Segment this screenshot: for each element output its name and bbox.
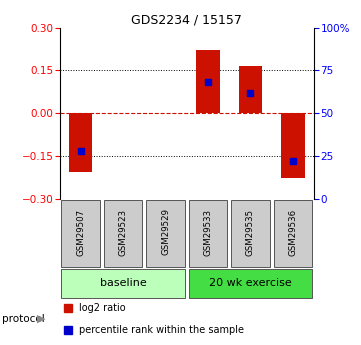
- FancyBboxPatch shape: [231, 200, 270, 267]
- Text: GSM29533: GSM29533: [204, 208, 213, 256]
- Text: GSM29536: GSM29536: [288, 208, 297, 256]
- Text: GSM29535: GSM29535: [246, 208, 255, 256]
- Text: ▶: ▶: [37, 314, 46, 324]
- FancyBboxPatch shape: [61, 269, 185, 298]
- Bar: [281, 113, 305, 178]
- Bar: [196, 50, 220, 113]
- FancyBboxPatch shape: [189, 269, 312, 298]
- Text: GSM29529: GSM29529: [161, 208, 170, 255]
- Text: GSM29507: GSM29507: [76, 208, 85, 256]
- Title: GDS2234 / 15157: GDS2234 / 15157: [131, 13, 242, 27]
- Bar: [69, 113, 92, 172]
- FancyBboxPatch shape: [146, 200, 185, 267]
- Text: 20 wk exercise: 20 wk exercise: [209, 278, 292, 288]
- FancyBboxPatch shape: [189, 200, 227, 267]
- Text: baseline: baseline: [100, 278, 147, 288]
- Text: percentile rank within the sample: percentile rank within the sample: [79, 325, 244, 335]
- Bar: [239, 66, 262, 113]
- FancyBboxPatch shape: [104, 200, 143, 267]
- Text: log2 ratio: log2 ratio: [79, 303, 125, 313]
- Text: GSM29523: GSM29523: [119, 208, 128, 256]
- FancyBboxPatch shape: [61, 200, 100, 267]
- FancyBboxPatch shape: [274, 200, 312, 267]
- Text: protocol: protocol: [2, 314, 44, 324]
